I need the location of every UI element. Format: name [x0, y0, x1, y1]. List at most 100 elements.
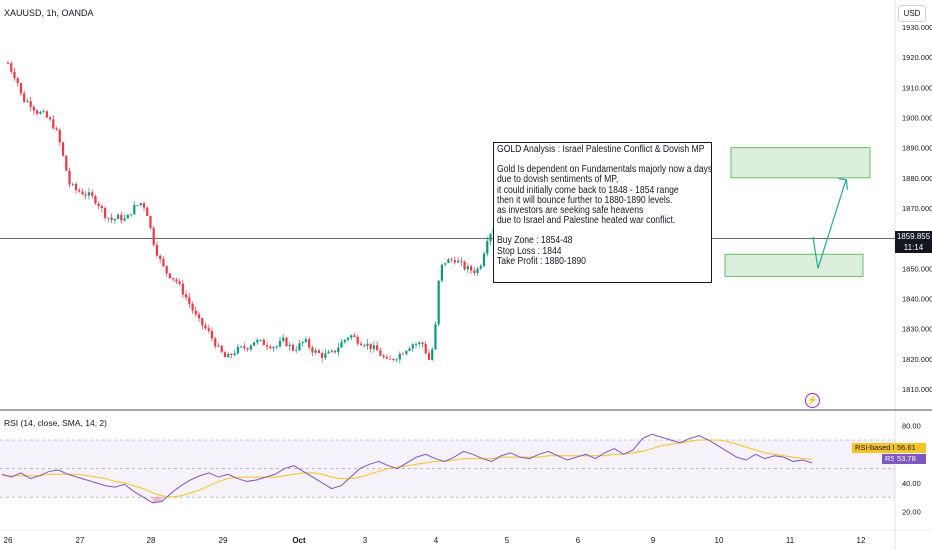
- price-tick-label: 1830.000: [902, 325, 932, 334]
- candle-down: [385, 357, 388, 359]
- time-tick-label: 6: [576, 536, 581, 545]
- rsi-ma-value: 56.61: [897, 443, 916, 452]
- candle-down: [16, 78, 19, 84]
- note-line: then it will bounce further to 1880-1890…: [497, 194, 673, 206]
- candle-down: [74, 183, 78, 190]
- candle-down: [291, 344, 295, 351]
- note-line: as investors are seeking safe heavens: [497, 205, 644, 217]
- candlestick-series: [6, 60, 560, 364]
- price-tick-label: 1840.000: [902, 295, 932, 304]
- candle-down: [308, 339, 311, 348]
- candle-down: [100, 206, 104, 209]
- lightning-icon[interactable]: ⚡: [805, 393, 820, 408]
- rsi-tag: RSI: [882, 454, 901, 464]
- candle-down: [285, 337, 288, 347]
- candle-up: [414, 344, 418, 345]
- candle-down: [194, 310, 197, 315]
- candle-up: [233, 353, 236, 356]
- price-tick-label: 1870.000: [902, 204, 932, 213]
- rsi-tick-label: 40.00: [902, 479, 921, 488]
- note-line: due to Israel and Palestine heated war c…: [497, 215, 676, 227]
- time-tick-label: 12: [857, 536, 866, 545]
- candle-down: [45, 111, 48, 118]
- candle-down: [197, 314, 201, 319]
- candle-up: [26, 101, 29, 102]
- rsi-indicator-title[interactable]: RSI (14, close, SMA, 14, 2): [4, 418, 107, 428]
- note-line: Buy Zone : 1854-48: [497, 235, 573, 247]
- candle-up: [87, 192, 91, 196]
- target-zone-box: [730, 147, 871, 179]
- buy-zone-box: [724, 253, 864, 277]
- candle-down: [379, 350, 382, 356]
- time-tick-label: 29: [219, 536, 228, 545]
- candle-down: [392, 358, 395, 360]
- candle-down: [32, 106, 36, 111]
- candle-up: [489, 234, 492, 242]
- note-line: Gold Is dependent on Fundamentals majorl…: [497, 164, 713, 176]
- candle-up: [418, 342, 421, 345]
- price-tick-label: 1900.000: [902, 114, 932, 123]
- candle-down: [61, 142, 65, 156]
- candle-up: [42, 111, 45, 113]
- price-zones: [724, 147, 871, 277]
- candle-down: [36, 110, 39, 114]
- candle-down: [321, 352, 324, 358]
- candle-down: [23, 93, 26, 102]
- candle-down: [162, 258, 165, 266]
- candle-down: [230, 353, 233, 356]
- note-line: due to dovish sentiments of MP,: [497, 174, 619, 186]
- rsi-value: 53.78: [897, 454, 916, 463]
- price-tick-label: 1890.000: [902, 144, 932, 153]
- candle-up: [444, 263, 447, 265]
- candle-down: [178, 281, 181, 284]
- candle-down: [172, 278, 175, 280]
- candle-down: [201, 318, 204, 326]
- rsi-label: RSI: [885, 454, 898, 463]
- candle-down: [185, 294, 188, 298]
- candle-down: [243, 346, 246, 349]
- time-tick-label: 3: [363, 536, 368, 545]
- bar-countdown: 11:14: [903, 243, 924, 252]
- candle-up: [133, 205, 136, 215]
- currency-button[interactable]: USD: [898, 5, 926, 22]
- candle-up: [39, 111, 42, 114]
- candle-down: [311, 347, 314, 353]
- candle-up: [107, 217, 110, 219]
- price-tick-label: 1910.000: [902, 83, 932, 92]
- candle-down: [19, 83, 23, 94]
- candle-up: [479, 266, 482, 269]
- rsi-ma-label: RSI-based MA: [855, 443, 904, 452]
- candle-up: [298, 343, 301, 351]
- note-line: Take Profit : 1880-1890: [497, 255, 586, 267]
- candle-down: [52, 119, 55, 129]
- candle-up: [314, 350, 317, 353]
- note-line: it could initially come back to 1848 - 1…: [497, 184, 679, 196]
- time-tick-label: 26: [4, 536, 13, 545]
- candle-up: [440, 264, 444, 281]
- candle-down: [120, 214, 123, 221]
- candle-up: [457, 260, 460, 263]
- candle-down: [152, 227, 155, 245]
- analysis-note[interactable]: GOLD Analysis : Israel Palestine Conflic…: [493, 142, 712, 283]
- candle-up: [126, 214, 129, 219]
- candle-up: [411, 344, 414, 349]
- candle-down: [469, 266, 473, 271]
- note-line: GOLD Analysis : Israel Palestine Conflic…: [497, 144, 705, 155]
- candle-up: [71, 183, 74, 185]
- rsi-tick-label: 80.00: [902, 422, 921, 431]
- symbol-title: XAUUSD, 1h, OANDA: [4, 8, 94, 18]
- note-line: Stop Loss : 1844: [497, 245, 562, 257]
- candle-up: [447, 259, 450, 264]
- candle-down: [146, 207, 149, 217]
- candle-down: [333, 350, 337, 353]
- candle-down: [188, 297, 191, 304]
- rsi-tick-label: 20.00: [902, 507, 921, 516]
- candle-down: [91, 192, 94, 196]
- candle-up: [227, 353, 230, 358]
- candle-up: [116, 214, 120, 219]
- time-tick-label: 4: [434, 536, 439, 545]
- candle-up: [476, 268, 479, 273]
- candle-down: [94, 195, 97, 204]
